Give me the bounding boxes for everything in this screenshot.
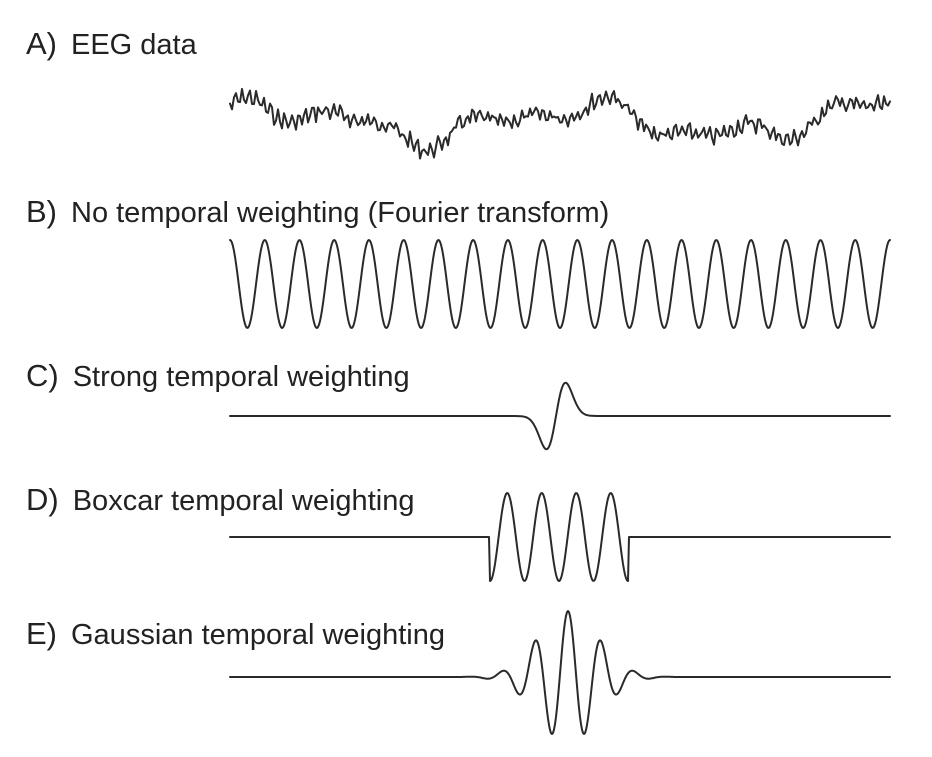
panel-e-letter: E) bbox=[26, 616, 57, 651]
sine-wave-trace bbox=[229, 239, 891, 329]
panel-a-letter: A) bbox=[26, 26, 57, 61]
panel-b-label: B) No temporal weighting (Fourier transfo… bbox=[26, 196, 609, 228]
panel-a-title: EEG data bbox=[71, 29, 197, 61]
panel-b-title: No temporal weighting (Fourier transform… bbox=[71, 197, 610, 229]
gaussian-wavelet-trace bbox=[229, 610, 891, 735]
eeg-signal-trace bbox=[229, 87, 891, 160]
boxcar-wavelet-trace bbox=[229, 492, 891, 582]
single-cycle-wavelet-trace bbox=[229, 381, 891, 451]
panel-a-label: A) EEG data bbox=[26, 28, 197, 60]
panel-c-title: Strong temporal weighting bbox=[72, 361, 410, 393]
panel-c-label: C) Strong temporal weighting bbox=[26, 360, 410, 392]
panel-e-title: Gaussian temporal weighting bbox=[71, 619, 445, 651]
panel-b-letter: B) bbox=[26, 194, 57, 229]
panel-d-label: D) Boxcar temporal weighting bbox=[26, 484, 414, 516]
panel-c-letter: C) bbox=[26, 358, 59, 393]
panel-d-title: Boxcar temporal weighting bbox=[72, 485, 415, 517]
panel-e-label: E) Gaussian temporal weighting bbox=[26, 618, 445, 650]
panel-d-letter: D) bbox=[26, 482, 59, 517]
